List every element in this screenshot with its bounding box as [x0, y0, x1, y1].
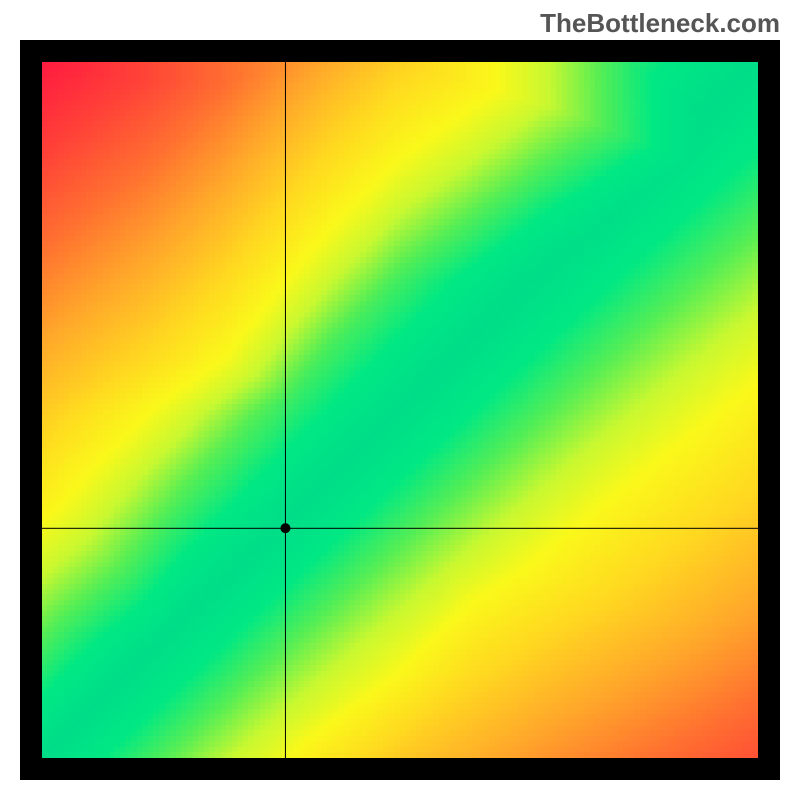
- heatmap-canvas: [42, 62, 758, 758]
- chart-container: TheBottleneck.com: [0, 0, 800, 800]
- watermark-text: TheBottleneck.com: [540, 8, 780, 39]
- plot-outer-frame: [20, 40, 780, 780]
- plot-inner-area: [42, 62, 758, 758]
